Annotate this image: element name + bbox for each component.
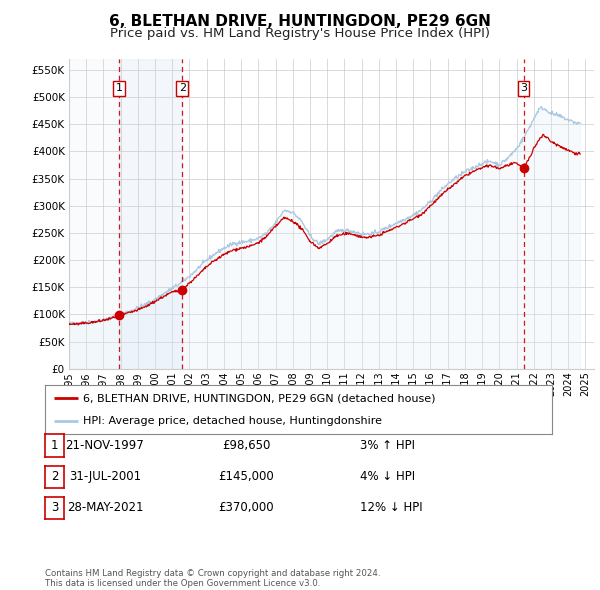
Bar (119, 59, 182, 369)
Text: HPI: Average price, detached house, Huntingdonshire: HPI: Average price, detached house, Hunt… (83, 415, 382, 425)
Text: 4% ↓ HPI: 4% ↓ HPI (360, 470, 415, 483)
Text: £145,000: £145,000 (218, 470, 274, 483)
Text: £98,650: £98,650 (222, 439, 270, 452)
Text: £370,000: £370,000 (218, 502, 274, 514)
Text: 12% ↓ HPI: 12% ↓ HPI (360, 502, 422, 514)
Text: 6, BLETHAN DRIVE, HUNTINGDON, PE29 6GN: 6, BLETHAN DRIVE, HUNTINGDON, PE29 6GN (109, 14, 491, 29)
Text: 28-MAY-2021: 28-MAY-2021 (67, 502, 143, 514)
Text: 3: 3 (51, 502, 58, 514)
Text: 2: 2 (51, 470, 58, 483)
Text: 31-JUL-2001: 31-JUL-2001 (69, 470, 141, 483)
Text: 6, BLETHAN DRIVE, HUNTINGDON, PE29 6GN (detached house): 6, BLETHAN DRIVE, HUNTINGDON, PE29 6GN (… (83, 394, 436, 404)
Text: Contains HM Land Registry data © Crown copyright and database right 2024.
This d: Contains HM Land Registry data © Crown c… (45, 569, 380, 588)
Text: 3: 3 (520, 83, 527, 93)
Text: 3% ↑ HPI: 3% ↑ HPI (360, 439, 415, 452)
Text: 1: 1 (51, 439, 58, 452)
Text: 21-NOV-1997: 21-NOV-1997 (65, 439, 145, 452)
Text: 2: 2 (179, 83, 186, 93)
Text: Price paid vs. HM Land Registry's House Price Index (HPI): Price paid vs. HM Land Registry's House … (110, 27, 490, 40)
Bar (69, 59, 119, 369)
Text: 1: 1 (115, 83, 122, 93)
